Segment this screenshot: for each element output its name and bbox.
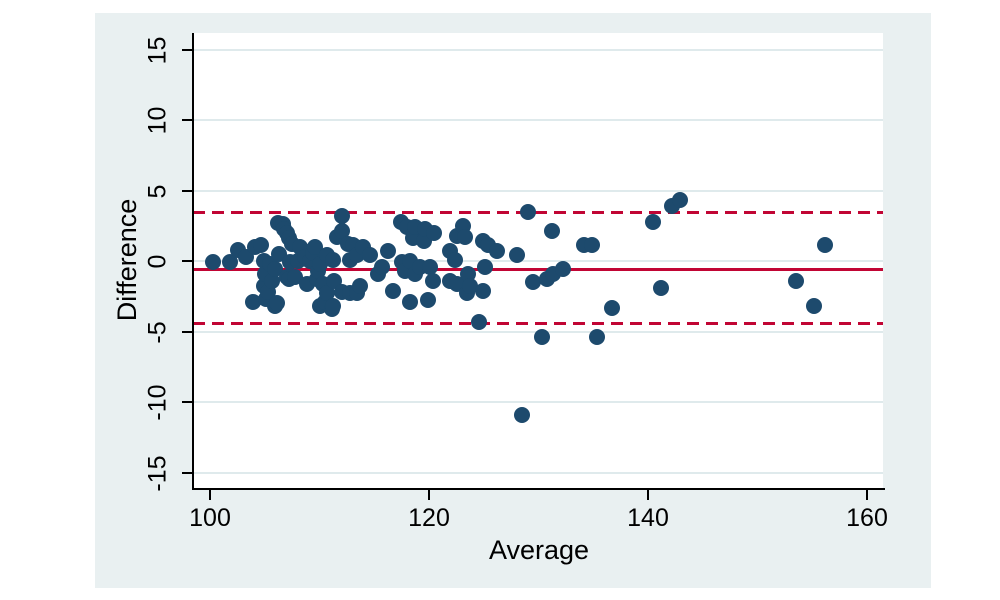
scatter-point (447, 251, 464, 268)
scatter-point (422, 258, 439, 275)
y-tick (182, 260, 193, 262)
y-tick (182, 401, 193, 403)
y-tick-label: -10 (143, 384, 172, 421)
scatter-point (603, 299, 620, 316)
scatter-point (361, 247, 378, 264)
scatter-point (460, 265, 477, 282)
scatter-point (514, 406, 531, 423)
y-tick-label: 0 (143, 254, 172, 269)
scatter-point (533, 329, 550, 346)
scatter-point (584, 237, 601, 254)
scatter-point (425, 272, 442, 289)
scatter-point (787, 272, 804, 289)
figure-background: 15 10 5 0 -5 -10 -15 100 120 140 160 Difference Av… (95, 13, 931, 588)
gridline (193, 48, 883, 51)
scatter-point (806, 298, 823, 315)
y-axis-title: Difference (112, 198, 142, 322)
scatter-point (461, 278, 478, 295)
scatter-point (508, 247, 525, 264)
scatter-point (476, 258, 493, 275)
scatter-point (471, 313, 488, 330)
scatter-point (554, 261, 571, 278)
y-tick-label: 5 (143, 184, 172, 198)
x-axis-line (192, 488, 885, 490)
y-tick (182, 119, 193, 121)
scatter-point (268, 295, 285, 312)
x-tick (428, 490, 430, 500)
scatter-point (319, 285, 336, 302)
y-tick-label: -5 (143, 320, 172, 344)
y-tick (182, 48, 193, 51)
scatter-point (373, 258, 390, 275)
scatter-point (324, 251, 341, 268)
scatter-point (488, 243, 505, 260)
scatter-point (205, 254, 222, 271)
scatter-point (588, 329, 605, 346)
scatter-point (402, 293, 419, 310)
scatter-point (817, 237, 834, 254)
upper-loa-line (193, 211, 883, 215)
x-tick-label: 120 (408, 504, 450, 532)
scatter-point (253, 237, 270, 254)
scatter-point (525, 274, 542, 291)
scatter-point (653, 279, 670, 296)
scatter-point (519, 203, 536, 220)
gridline (193, 119, 883, 121)
x-tick (866, 490, 868, 500)
scatter-point (334, 223, 351, 240)
scatter-point (384, 282, 401, 299)
x-tick (209, 490, 211, 500)
y-tick (182, 330, 193, 333)
scatter-point (671, 192, 688, 209)
gridline (193, 189, 883, 192)
y-tick-label: 15 (143, 36, 172, 64)
scatter-point (287, 268, 304, 285)
scatter-point (266, 261, 283, 278)
gridline (193, 401, 883, 403)
y-tick (182, 471, 193, 474)
scatter-point (474, 282, 491, 299)
y-axis-line (192, 33, 194, 488)
scatter-point (457, 229, 474, 246)
x-tick (647, 490, 649, 500)
x-axis-title: Average (488, 535, 590, 565)
scatter-point (419, 292, 436, 309)
scatter-point (221, 254, 238, 271)
scatter-point (244, 293, 261, 310)
x-tick-label: 140 (627, 504, 669, 532)
scatter-point (380, 243, 397, 260)
scatter-point (324, 298, 341, 315)
x-tick-label: 160 (846, 504, 888, 532)
y-tick-label: -15 (143, 454, 172, 492)
x-tick-label: 100 (189, 504, 231, 532)
y-tick (182, 189, 193, 192)
scatter-point (645, 213, 662, 230)
mean-line (193, 267, 883, 271)
scatter-point (334, 207, 351, 224)
scatter-point (543, 223, 560, 240)
gridline (193, 471, 883, 474)
scatter-point (307, 238, 324, 255)
gridline (193, 260, 883, 262)
lower-loa-line (193, 322, 883, 326)
scatter-point (352, 278, 368, 295)
y-tick-label: 10 (143, 106, 172, 135)
scatter-point (426, 224, 443, 241)
